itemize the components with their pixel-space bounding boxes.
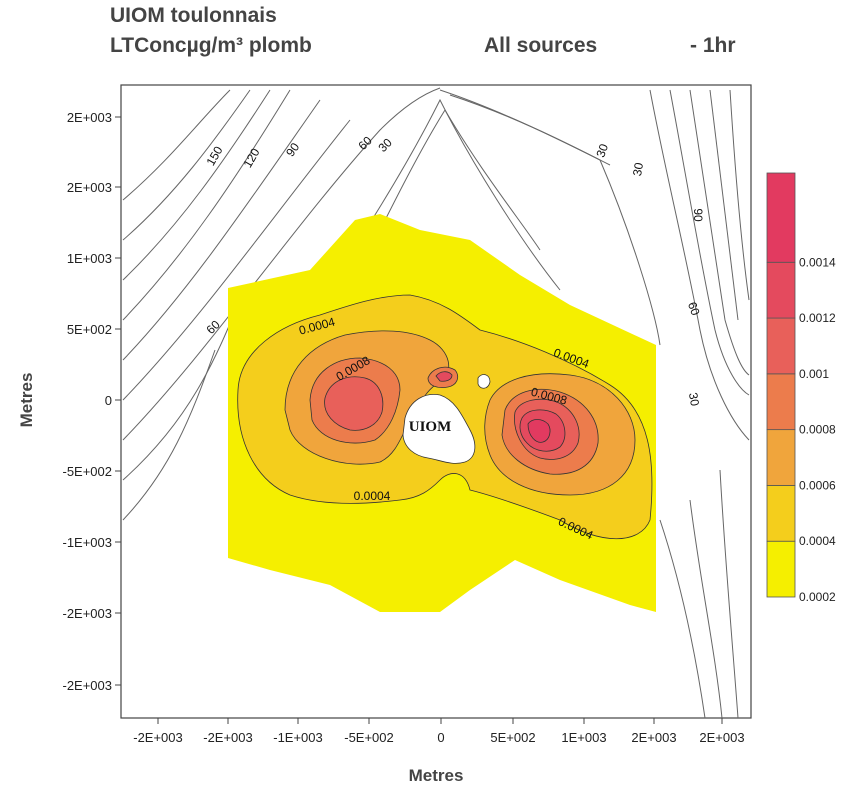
- terrain-contour-label: 30: [630, 161, 646, 177]
- terrain-isoline: [122, 89, 291, 321]
- y-tick-label: -2E+003: [62, 606, 112, 621]
- y-tick-label: -1E+003: [62, 535, 112, 550]
- terrain-isoline: [449, 94, 611, 166]
- colorbar-label: 0.0002: [799, 590, 836, 604]
- colorbar-segment: [766, 429, 796, 486]
- y-tick-label: 2E+003: [67, 180, 112, 195]
- colorbar-label: 0.001: [799, 367, 829, 381]
- terrain-isoline: [122, 99, 321, 361]
- y-tick-label: 1E+003: [67, 251, 112, 266]
- y-axis-label: Metres: [17, 373, 36, 428]
- filled-contour-label: 0.0004: [354, 489, 391, 503]
- y-tick-label: 5E+002: [67, 322, 112, 337]
- y-tick-label: 2E+003: [67, 110, 112, 125]
- colorbar-segment: [766, 261, 796, 319]
- terrain-isoline: [122, 349, 216, 521]
- colorbar-label: 0.0004: [799, 534, 836, 548]
- terrain-contour-label: 30: [593, 142, 611, 160]
- x-tick-label: -2E+003: [203, 730, 253, 745]
- x-axis-ticks: -2E+003 -2E+003 -1E+003 -5E+002 0 5E+002 1E+00…: [133, 718, 745, 745]
- colorbar-segment: [766, 172, 796, 263]
- x-tick-label: 5E+002: [490, 730, 535, 745]
- source-label: UIOM: [409, 419, 452, 435]
- terrain-isoline: [122, 89, 251, 241]
- colorbar-label: 0.0014: [799, 255, 836, 269]
- colorbar: 0.0014 0.0012 0.001 0.0008 0.0006 0.0004 0.000…: [766, 172, 836, 604]
- terrain-contour-label: 60: [685, 300, 703, 318]
- terrain-contours: [122, 87, 750, 719]
- terrain-isoline: [659, 519, 706, 719]
- notch: [477, 374, 491, 389]
- terrain-contour-label: 90: [691, 208, 705, 222]
- terrain-isoline: [122, 87, 441, 441]
- band-0014: [527, 419, 551, 443]
- x-tick-label: 2E+003: [631, 730, 676, 745]
- terrain-isoline: [122, 119, 351, 401]
- y-tick-label: -5E+002: [62, 464, 112, 479]
- colorbar-label: 0.0012: [799, 311, 836, 325]
- y-axis-ticks: 2E+003 2E+003 1E+003 5E+002 0 -5E+002 -1E+003 -…: [62, 110, 121, 693]
- terrain-isoline: [709, 89, 739, 321]
- terrain-isoline: [689, 499, 723, 719]
- x-tick-label: -1E+003: [273, 730, 323, 745]
- band-001-small: [435, 371, 453, 382]
- source-area: [402, 393, 476, 464]
- terrain-isoline: [689, 89, 750, 376]
- title-line-1: UIOM toulonnais: [110, 4, 277, 27]
- terrain-contour-label: 30: [686, 392, 702, 408]
- x-tick-label: -2E+003: [133, 730, 183, 745]
- x-tick-label: -5E+002: [344, 730, 394, 745]
- colorbar-segment: [766, 317, 796, 375]
- colorbar-segment: [766, 540, 796, 598]
- colorbar-label: 0.0006: [799, 478, 836, 492]
- colorbar-segment: [766, 485, 796, 542]
- filled-contours: [228, 214, 656, 612]
- x-tick-label: 2E+003: [699, 730, 744, 745]
- terrain-isoline: [122, 89, 231, 201]
- y-tick-label: -2E+003: [62, 678, 112, 693]
- colorbar-label: 0.0008: [799, 423, 836, 437]
- x-tick-label: 0: [437, 730, 444, 745]
- terrain-isoline: [359, 109, 541, 271]
- colorbar-segment: [766, 373, 796, 431]
- terrain-isoline: [669, 89, 750, 396]
- x-axis-label: Metres: [409, 766, 464, 785]
- terrain-isoline: [729, 89, 750, 301]
- terrain-isoline: [719, 469, 739, 719]
- title-period: - 1hr: [690, 34, 736, 57]
- y-tick-label: 0: [105, 393, 112, 408]
- terrain-isoline: [649, 89, 750, 441]
- title-sources: All sources: [484, 34, 598, 57]
- terrain-isoline: [122, 89, 271, 281]
- x-tick-label: 1E+003: [561, 730, 606, 745]
- title-line-2: LTConcµg/m³ plomb: [110, 34, 312, 57]
